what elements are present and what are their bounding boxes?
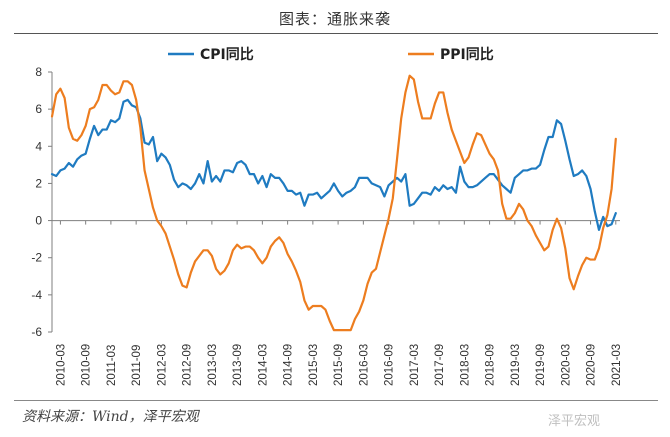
ppi-line bbox=[50, 74, 617, 332]
y-tick-label: -6 bbox=[31, 325, 42, 339]
x-tick-label: 2018-09 bbox=[485, 344, 497, 386]
x-tick-label: 2020-03 bbox=[560, 344, 572, 386]
x-tick-label: 2014-09 bbox=[283, 344, 295, 386]
x-tick-label: 2013-09 bbox=[232, 344, 244, 386]
legend: CPI同比 PPI同比 bbox=[168, 46, 494, 63]
source-divider bbox=[14, 400, 658, 401]
chart-title: 图表：通胀来袭 bbox=[278, 10, 391, 28]
x-tick-label: 2019-03 bbox=[510, 344, 522, 386]
x-tick-label: 2017-09 bbox=[434, 344, 446, 386]
x-tick-label: 2021-03 bbox=[611, 344, 623, 386]
x-tick-label: 2012-09 bbox=[182, 344, 194, 386]
watermark-text: 泽平宏观 bbox=[548, 414, 601, 429]
y-tick-label: 8 bbox=[35, 65, 42, 79]
legend-label-ppi: PPI同比 bbox=[440, 46, 494, 63]
x-tick-label: 2020-09 bbox=[586, 344, 598, 386]
title-divider bbox=[14, 33, 658, 34]
x-tick-label: 2016-09 bbox=[384, 344, 396, 386]
y-tick-label: -2 bbox=[31, 251, 42, 265]
x-tick-label: 2013-03 bbox=[207, 344, 219, 386]
x-tick-label: 2011-03 bbox=[106, 345, 118, 386]
x-tick-label: 2019-09 bbox=[535, 344, 547, 386]
source-note: 资料来源：Wind，泽平宏观 bbox=[22, 409, 199, 425]
y-tick-label: -4 bbox=[31, 288, 42, 302]
x-tick-label: 2015-09 bbox=[333, 344, 345, 386]
x-tick-label: 2017-03 bbox=[409, 344, 421, 386]
y-tick-label: 0 bbox=[35, 214, 42, 228]
y-tick-label: 6 bbox=[35, 102, 42, 116]
y-tick-label: 2 bbox=[35, 176, 42, 190]
x-tick-label: 2015-03 bbox=[308, 344, 320, 386]
x-tick-label: 2010-03 bbox=[55, 344, 67, 386]
x-tick-label: 2016-03 bbox=[358, 344, 370, 386]
x-tick-label: 2014-03 bbox=[257, 344, 269, 386]
series-lines bbox=[50, 74, 617, 332]
x-ticks: 2010-03 2010-09 2011-03 2011-09 2012-03 2012-… bbox=[55, 220, 623, 386]
x-tick-label: 2011-09 bbox=[131, 345, 143, 386]
legend-label-cpi: CPI同比 bbox=[200, 46, 254, 63]
x-tick-label: 2012-03 bbox=[156, 344, 168, 386]
cpi-line bbox=[50, 98, 617, 231]
y-tick-label: 4 bbox=[35, 139, 42, 153]
x-tick-label: 2010-09 bbox=[81, 344, 93, 386]
y-ticks: -6 -4 -2 0 2 4 6 8 bbox=[31, 65, 52, 339]
x-tick-label: 2018-03 bbox=[459, 344, 471, 386]
